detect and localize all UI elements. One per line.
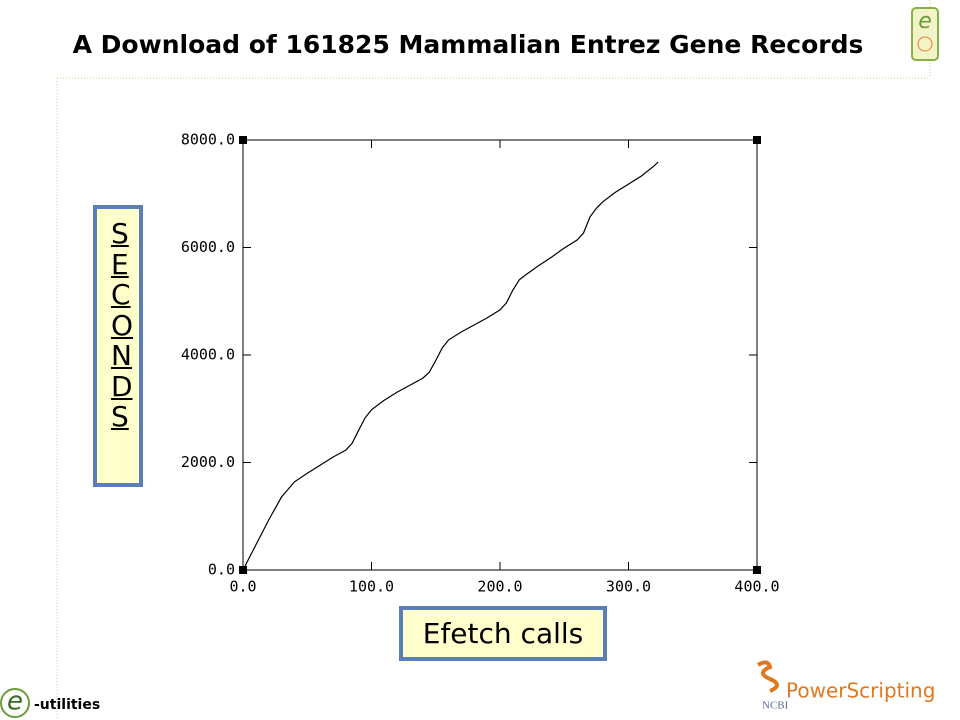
x-tick-label: 100.0 [349,578,394,596]
logo-bottom-left: e -utilities [0,687,100,718]
data-line [242,161,659,571]
logo-swirl [756,660,779,693]
y-tick-label: 6000.0 [181,238,235,256]
logo-text: PowerScripting [786,679,935,703]
logo-e: e [918,9,932,34]
logo-ncbi: NCBI [762,700,789,712]
y-axis-label: SECONDS [93,205,143,487]
logo-circle [917,36,933,52]
x-tick-label: 200.0 [477,578,522,596]
logo-e: e [7,687,23,717]
y-tick-label: 8000.0 [181,131,235,149]
logo-top: e [911,7,939,61]
logo-bottom-right: NCBI PowerScripting [756,660,935,712]
x-tick-label: 400.0 [734,578,779,596]
logo-circle [0,688,30,718]
y-tick-label: 0.0 [208,561,235,579]
x-axis-label: Efetch calls [399,606,607,661]
x-tick-label: 0.0 [229,578,256,596]
x-tick-label: 300.0 [606,578,651,596]
plot-frame [242,139,758,571]
y-tick-label: 2000.0 [181,453,235,471]
title: A Download of 161825 Mammalian Entrez Ge… [73,30,864,59]
logo-text: -utilities [34,697,100,713]
y-tick-label: 4000.0 [181,346,235,364]
